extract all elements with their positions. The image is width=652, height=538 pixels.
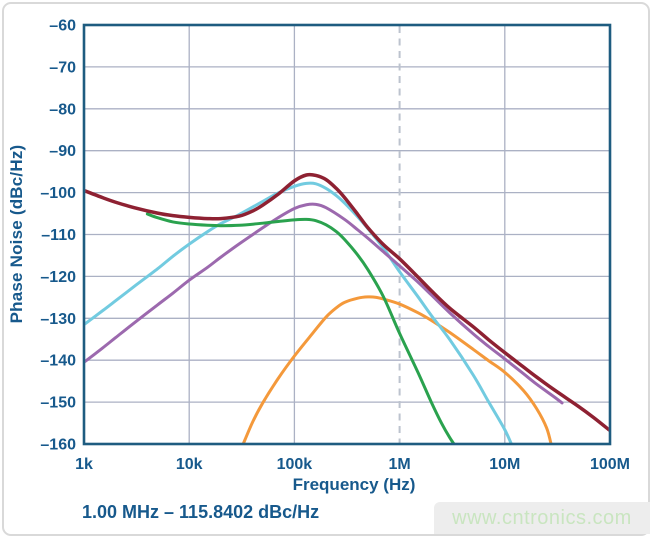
y-tick-label: –130 [40,311,76,328]
x-axis-title: Frequency (Hz) [292,475,416,494]
marker-readout: 1.00 MHz – 115.8402 dBc/Hz [82,502,320,522]
watermark-text: www.cntronics.com [452,506,632,529]
x-tick-label: 10M [489,456,520,473]
y-tick-label: –150 [40,395,76,412]
x-tick-label: 100M [590,456,630,473]
y-tick-label: –140 [40,353,76,370]
watermark-badge: www.cntronics.com [434,502,650,534]
y-tick-label: –70 [49,59,76,76]
y-tick-label: –90 [49,143,76,160]
y-tick-label: –120 [40,269,76,286]
x-tick-label: 1M [388,456,410,473]
y-tick-label: –60 [49,18,76,35]
green-curve [145,212,456,444]
y-tick-label: –110 [41,227,76,244]
y-axis-title: Phase Noise (dBc/Hz) [7,144,26,324]
cyan-curve [85,181,513,444]
y-tick-label: –100 [40,185,76,202]
y-tick-label: –160 [40,437,76,454]
y-tick-label: –80 [49,101,76,118]
x-tick-label: 1k [75,456,93,473]
dark-red-curve [85,172,609,432]
plot-border [82,23,612,446]
orange-curve [241,295,553,444]
x-tick-label: 10k [176,456,203,473]
purple-curve [85,202,564,405]
x-tick-label: 100k [277,456,313,473]
